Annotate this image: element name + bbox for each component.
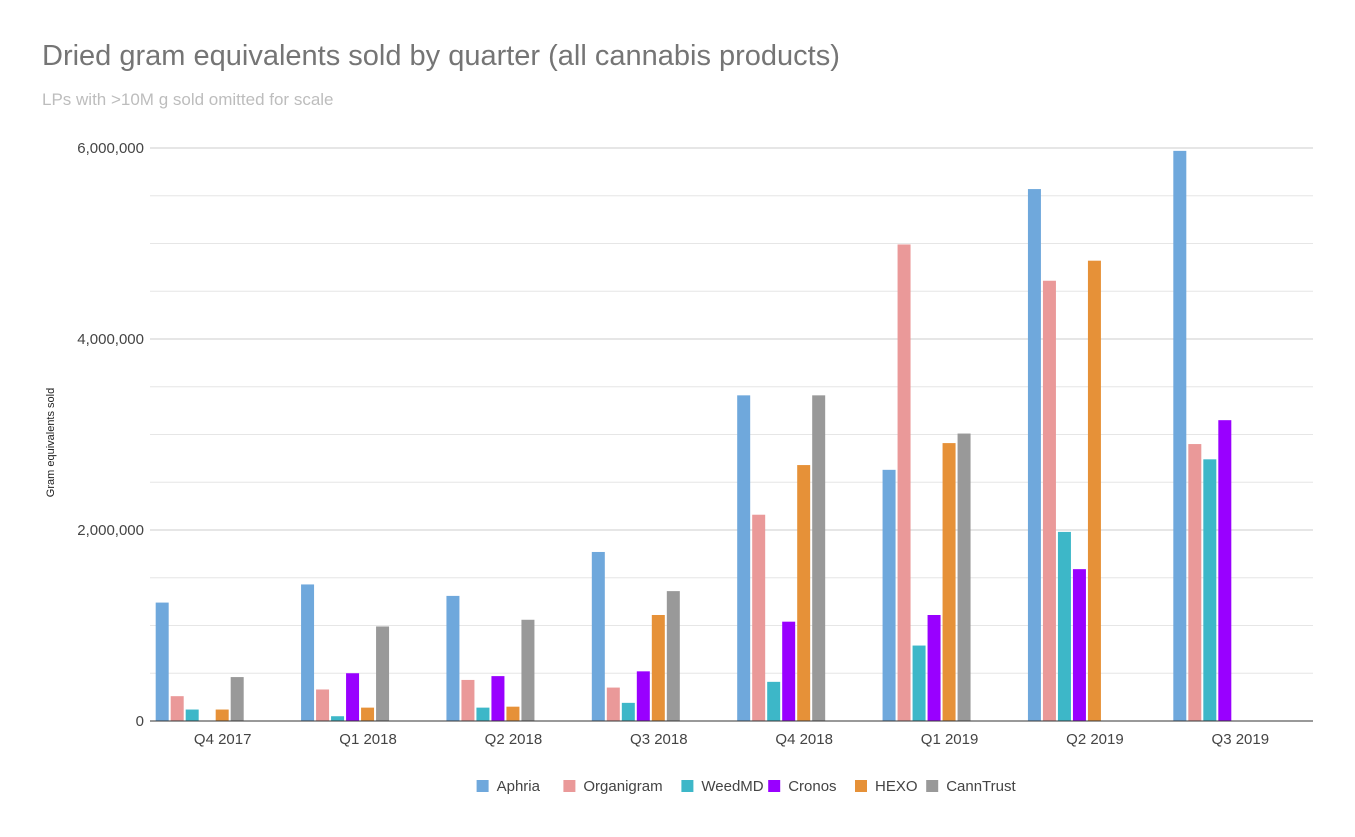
x-tick-label: Q1 2018 (339, 731, 397, 748)
legend-label: CannTrust (946, 778, 1016, 795)
bar (361, 707, 375, 721)
legend-label: Aphria (497, 778, 541, 795)
legend-swatch (926, 780, 939, 792)
bar (752, 514, 766, 721)
chart-subtitle: LPs with >10M g sold omitted for scale (42, 90, 334, 109)
bar (882, 469, 896, 721)
legend-swatch (476, 780, 489, 792)
y-tick-label: 4,000,000 (77, 331, 144, 348)
bar (1027, 189, 1041, 721)
legend-swatch (563, 780, 576, 792)
bar (1087, 260, 1101, 721)
bar (897, 244, 911, 721)
bar (606, 687, 620, 721)
y-tick-label: 6,000,000 (77, 140, 144, 157)
bar (155, 602, 169, 721)
bar (812, 395, 826, 721)
legend-swatch (681, 780, 694, 792)
bar (797, 465, 811, 721)
bar (491, 676, 505, 721)
bar (957, 433, 971, 721)
bar (621, 702, 635, 721)
bar (230, 677, 244, 721)
y-tick-label: 0 (136, 713, 144, 730)
bar (331, 716, 345, 721)
bar (1072, 569, 1086, 721)
bar (316, 689, 330, 721)
y-tick-label: 2,000,000 (77, 522, 144, 539)
x-tick-label: Q2 2019 (1066, 731, 1124, 748)
bar (1042, 280, 1056, 721)
bar (1203, 459, 1217, 721)
x-tick-label: Q3 2019 (1212, 731, 1270, 748)
bar (782, 621, 796, 721)
bar (636, 671, 650, 721)
bar (942, 443, 956, 721)
legend-label: Organigram (583, 778, 662, 795)
bar (446, 595, 460, 721)
bar (346, 673, 360, 721)
bar (1218, 420, 1232, 721)
x-tick-label: Q4 2018 (775, 731, 833, 748)
bar (1057, 531, 1071, 721)
legend: Aphria Organigram WeedMD Cronos HEXO CannTrus… (476, 778, 1017, 795)
bar (927, 614, 941, 721)
x-tick-label: Q1 2019 (921, 731, 979, 748)
legend-label: WeedMD (701, 778, 763, 795)
gridlines (150, 147, 1313, 674)
bar (185, 709, 199, 721)
chart-title: Dried gram equivalents sold by quarter (… (42, 40, 840, 72)
bar (737, 395, 751, 721)
y-axis-title: Gram equivalents sold (45, 388, 57, 497)
bar (1173, 150, 1187, 722)
bar (651, 614, 665, 721)
bar (1188, 444, 1202, 721)
legend-label: Cronos (788, 778, 836, 795)
bar (301, 584, 315, 721)
bar (215, 709, 229, 721)
bar (170, 696, 184, 721)
axes: 0 2,000,000 4,000,000 6,000,000 Gram equival… (45, 140, 1313, 748)
bar (767, 681, 781, 721)
legend-label: HEXO (875, 778, 918, 795)
bar (912, 645, 926, 721)
legend-swatch (855, 780, 867, 792)
bar (521, 619, 535, 721)
x-tick-label: Q2 2018 (485, 731, 543, 748)
bar (591, 551, 605, 721)
bar (461, 679, 475, 721)
legend-swatch (768, 780, 781, 792)
x-tick-label: Q3 2018 (630, 731, 688, 748)
bars (155, 150, 1232, 722)
bar (476, 707, 490, 721)
x-tick-label: Q4 2017 (194, 731, 252, 748)
bar (666, 591, 680, 721)
bar (376, 626, 390, 721)
bar (506, 706, 520, 721)
